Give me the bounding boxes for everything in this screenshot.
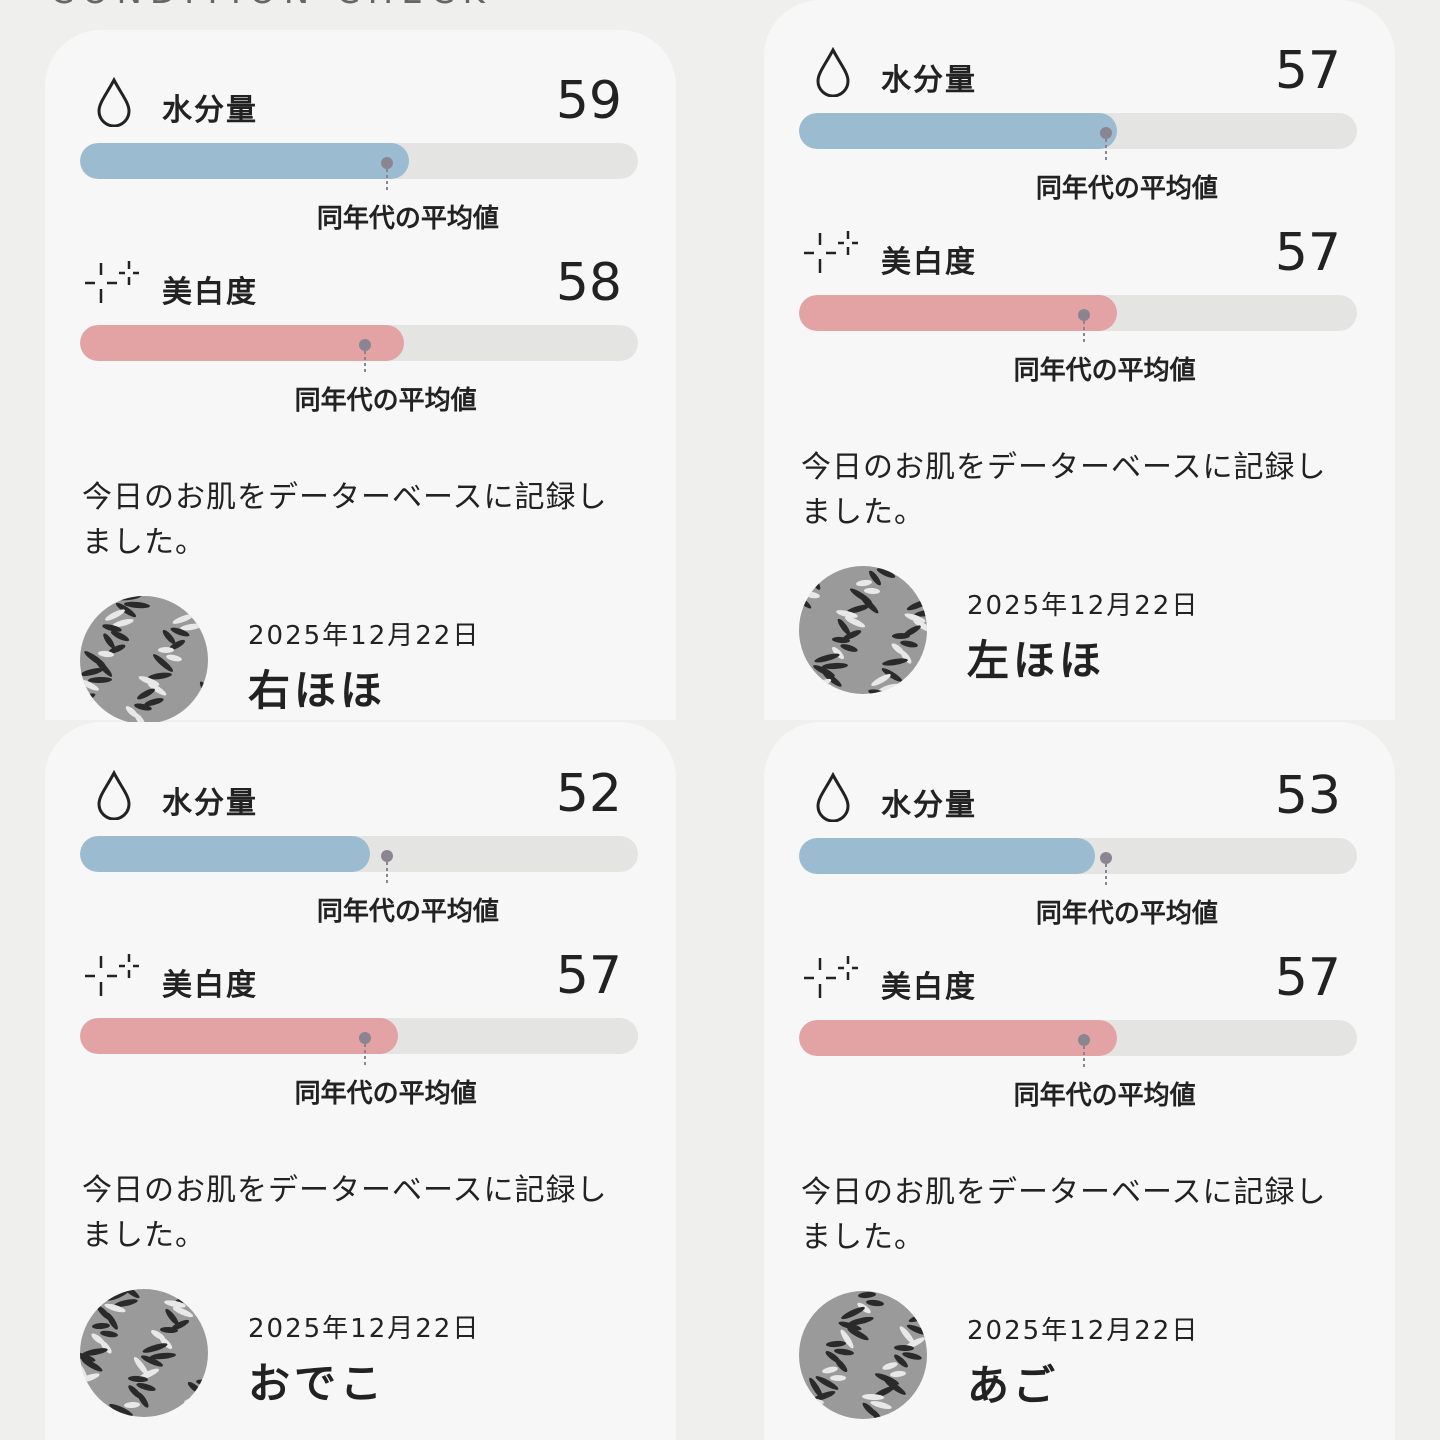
bar-track xyxy=(799,838,1357,874)
bar-fill xyxy=(799,838,1095,874)
average-label: 同年代の平均値 xyxy=(294,386,477,416)
metric-icon xyxy=(815,771,851,826)
site: 左ほほ xyxy=(967,636,1106,685)
average-label: 同年代の平均値 xyxy=(294,1079,477,1109)
metric-label: 水分量 xyxy=(162,786,258,821)
bar-fill xyxy=(80,1018,399,1054)
average-marker xyxy=(358,338,372,372)
bar-track xyxy=(80,836,638,872)
card: 水分量 52 同年代の平均値 美白度 57 同年代の平均値 今日のお肌をデーターベースに記録… xyxy=(45,722,676,1440)
average-marker xyxy=(1099,126,1113,160)
metric-label: 美白度 xyxy=(162,275,258,310)
message: 今日のお肌をデーターベースに記録しました。 xyxy=(801,1175,1327,1255)
header: CONDITION CHECK xyxy=(50,0,493,12)
metric-icon xyxy=(802,954,862,1008)
average-label: 同年代の平均値 xyxy=(316,204,499,234)
site: 右ほほ xyxy=(248,666,387,715)
message: 今日のお肌をデーターベースに記録しました。 xyxy=(82,1173,608,1253)
message: 今日のお肌をデーターベースに記録しました。 xyxy=(801,450,1327,530)
site: あご xyxy=(967,1361,1060,1410)
metric-label: 美白度 xyxy=(162,968,258,1003)
average-label: 同年代の平均値 xyxy=(1013,1081,1196,1111)
skin-image xyxy=(799,1291,927,1423)
metric-value: 57 xyxy=(555,946,622,1006)
metric-label: 美白度 xyxy=(881,245,977,280)
metric-icon xyxy=(96,769,132,824)
metric-value: 52 xyxy=(555,764,622,824)
metric-value: 57 xyxy=(1274,223,1341,283)
metric-value: 53 xyxy=(1274,766,1341,826)
metric-label: 水分量 xyxy=(162,93,258,128)
bar-track xyxy=(799,113,1357,149)
average-marker xyxy=(1099,851,1113,885)
skin-image xyxy=(799,566,927,698)
metric-icon xyxy=(83,259,143,313)
metric-icon xyxy=(96,76,132,131)
average-label: 同年代の平均値 xyxy=(1035,174,1218,204)
bar-fill xyxy=(80,143,410,179)
date: 2025年12月22日 xyxy=(967,1316,1200,1346)
average-marker xyxy=(1077,308,1091,342)
card: 水分量 59 同年代の平均値 美白度 58 同年代の平均値 今日のお肌をデーターベースに記録… xyxy=(45,30,676,724)
card: 水分量 53 同年代の平均値 美白度 57 同年代の平均値 今日のお肌をデーターベースに記録… xyxy=(764,722,1395,1440)
average-label: 同年代の平均値 xyxy=(316,897,499,927)
bar-fill xyxy=(799,295,1118,331)
date: 2025年12月22日 xyxy=(248,621,481,651)
metric-icon xyxy=(802,229,862,283)
bar-fill xyxy=(799,1020,1118,1056)
average-marker xyxy=(380,849,394,883)
metric-icon xyxy=(815,46,851,101)
card: 水分量 57 同年代の平均値 美白度 57 同年代の平均値 今日のお肌をデーターベースに記録… xyxy=(764,0,1395,720)
bar-track xyxy=(80,143,638,179)
bar-track xyxy=(80,1018,638,1054)
bar-fill xyxy=(80,836,371,872)
metric-label: 水分量 xyxy=(881,788,977,823)
metric-value: 57 xyxy=(1274,948,1341,1008)
date: 2025年12月22日 xyxy=(967,591,1200,621)
average-marker xyxy=(358,1031,372,1065)
skin-image xyxy=(80,1289,208,1421)
average-label: 同年代の平均値 xyxy=(1035,899,1218,929)
site: おでこ xyxy=(248,1359,387,1408)
date: 2025年12月22日 xyxy=(248,1314,481,1344)
metric-label: 水分量 xyxy=(881,63,977,98)
metric-label: 美白度 xyxy=(881,970,977,1005)
bar-fill xyxy=(799,113,1118,149)
metric-value: 57 xyxy=(1274,41,1341,101)
bar-fill xyxy=(80,325,404,361)
metric-icon xyxy=(83,952,143,1006)
skin-image xyxy=(80,596,208,728)
metric-value: 58 xyxy=(555,253,622,313)
average-label: 同年代の平均値 xyxy=(1013,356,1196,386)
average-marker xyxy=(1077,1033,1091,1067)
metric-value: 59 xyxy=(555,71,622,131)
message: 今日のお肌をデーターベースに記録しました。 xyxy=(82,480,608,560)
average-marker xyxy=(380,156,394,190)
